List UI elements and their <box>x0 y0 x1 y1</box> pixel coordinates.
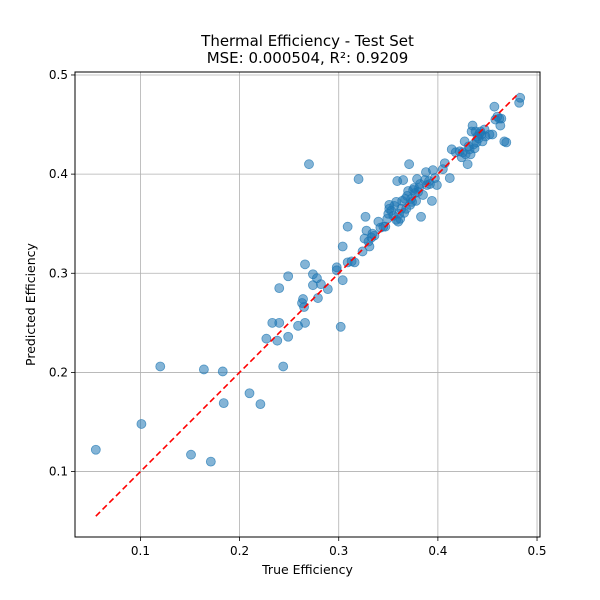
data-point <box>278 361 289 372</box>
reference-line-layer <box>95 92 520 517</box>
data-point <box>428 165 438 176</box>
data-point <box>418 190 428 200</box>
data-point <box>496 113 507 124</box>
data-point <box>136 419 147 429</box>
data-point <box>342 221 353 232</box>
data-point <box>515 92 526 103</box>
data-point <box>337 241 348 252</box>
data-point <box>300 317 310 328</box>
x-axis-ticks: 0.1 0.2 0.3 0.4 0.5 <box>131 537 547 558</box>
data-point <box>274 283 285 294</box>
data-point <box>427 195 437 206</box>
data-point <box>272 335 283 346</box>
data-point <box>274 317 285 328</box>
data-point <box>304 159 314 170</box>
data-point <box>331 265 342 276</box>
data-points <box>90 92 526 467</box>
y-tick-label: 0.5 <box>49 68 68 82</box>
y-tick-label: 0.4 <box>49 167 68 181</box>
x-tick-label: 0.2 <box>230 544 249 558</box>
data-point <box>360 211 371 222</box>
x-tick-label: 0.4 <box>428 544 447 558</box>
data-point <box>404 159 415 170</box>
x-tick-label: 0.3 <box>329 544 348 558</box>
data-point <box>353 174 364 184</box>
data-point <box>186 449 196 460</box>
data-point <box>217 366 228 377</box>
data-point <box>300 259 310 270</box>
x-tick-label: 0.1 <box>131 544 150 558</box>
x-tick-label: 0.5 <box>527 544 546 558</box>
reference-diagonal-line <box>95 92 520 517</box>
data-point <box>315 279 326 290</box>
chart-title: Thermal Efficiency - Test Set <box>200 32 414 50</box>
data-point <box>337 275 348 286</box>
x-axis-label: True Efficiency <box>261 562 353 577</box>
data-point <box>198 364 209 375</box>
data-point <box>489 101 500 112</box>
data-point <box>357 246 368 257</box>
data-point <box>205 456 216 467</box>
data-point <box>283 271 294 282</box>
y-tick-label: 0.1 <box>49 465 68 479</box>
data-point <box>283 331 294 342</box>
data-point <box>431 180 442 190</box>
data-point <box>462 159 473 170</box>
y-tick-label: 0.3 <box>49 266 68 280</box>
chart-subtitle: MSE: 0.000504, R²: 0.9209 <box>207 49 409 67</box>
y-axis-ticks: 0.1 0.2 0.3 0.4 0.5 <box>49 68 75 479</box>
axes-frame <box>74 71 541 538</box>
data-point <box>322 284 333 295</box>
data-point <box>261 333 272 344</box>
data-point <box>398 175 409 185</box>
data-point <box>244 388 255 399</box>
data-point <box>255 399 266 410</box>
y-axis-label: Predicted Efficiency <box>23 242 38 365</box>
data-point <box>369 230 380 241</box>
data-point <box>155 361 166 372</box>
y-tick-label: 0.2 <box>49 365 68 379</box>
grid-lines <box>75 72 540 537</box>
data-point <box>349 257 360 268</box>
data-point <box>218 398 229 409</box>
data-point <box>90 444 101 455</box>
data-point <box>416 211 426 222</box>
data-point <box>501 137 512 148</box>
data-point <box>444 173 455 183</box>
data-point <box>487 129 498 140</box>
data-point <box>335 321 346 332</box>
